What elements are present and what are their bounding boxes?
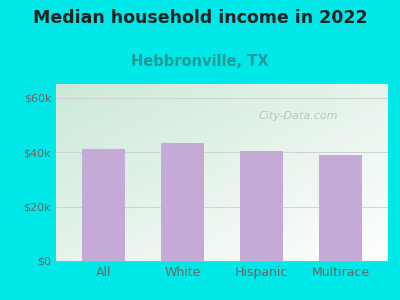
- Bar: [82, 149, 125, 261]
- Bar: [161, 142, 204, 261]
- Text: City-Data.com: City-Data.com: [259, 111, 338, 121]
- Bar: [240, 151, 283, 261]
- Bar: [319, 155, 362, 261]
- Text: Median household income in 2022: Median household income in 2022: [33, 9, 367, 27]
- Text: Hebbronville, TX: Hebbronville, TX: [131, 54, 269, 69]
